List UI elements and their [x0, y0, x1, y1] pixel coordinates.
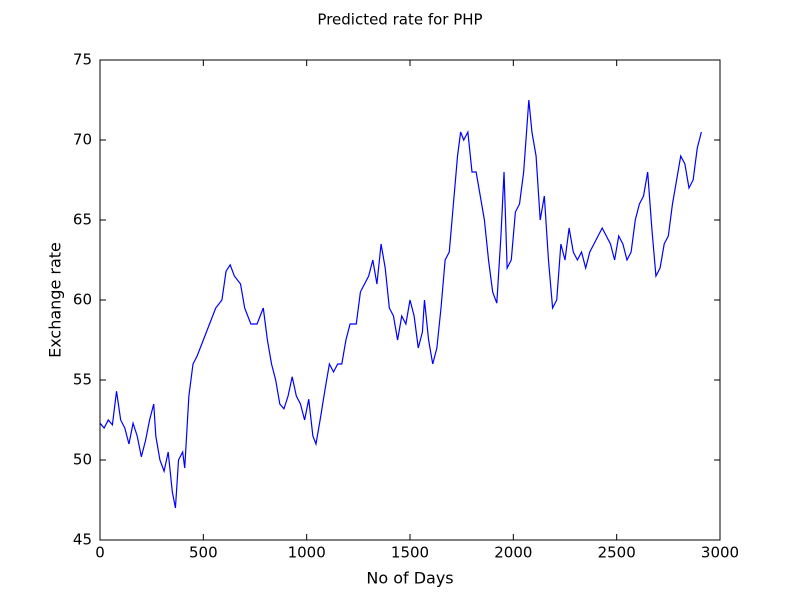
data-line	[99, 99, 702, 509]
x-tick-label: 2500	[598, 544, 636, 562]
x-tick-label: 2000	[494, 544, 532, 562]
plot-frame	[99, 59, 721, 541]
y-tick-label: 45	[73, 531, 92, 549]
x-tick-label: 1000	[288, 544, 326, 562]
y-tick-label: 60	[73, 291, 92, 309]
x-tick-label: 0	[95, 544, 105, 562]
y-tick-label: 55	[73, 371, 92, 389]
y-tick-label: 50	[73, 451, 92, 469]
y-axis-label: Exchange rate	[46, 242, 65, 358]
x-tick-label: 1500	[391, 544, 429, 562]
y-tick-label: 70	[73, 131, 92, 149]
x-tick-label: 500	[189, 544, 218, 562]
y-tick-label: 75	[73, 51, 92, 69]
y-tick-label: 65	[73, 211, 92, 229]
x-axis-label: No of Days	[366, 569, 453, 588]
chart-title: Predicted rate for PHP	[317, 11, 482, 29]
x-tick-label: 3000	[701, 544, 739, 562]
